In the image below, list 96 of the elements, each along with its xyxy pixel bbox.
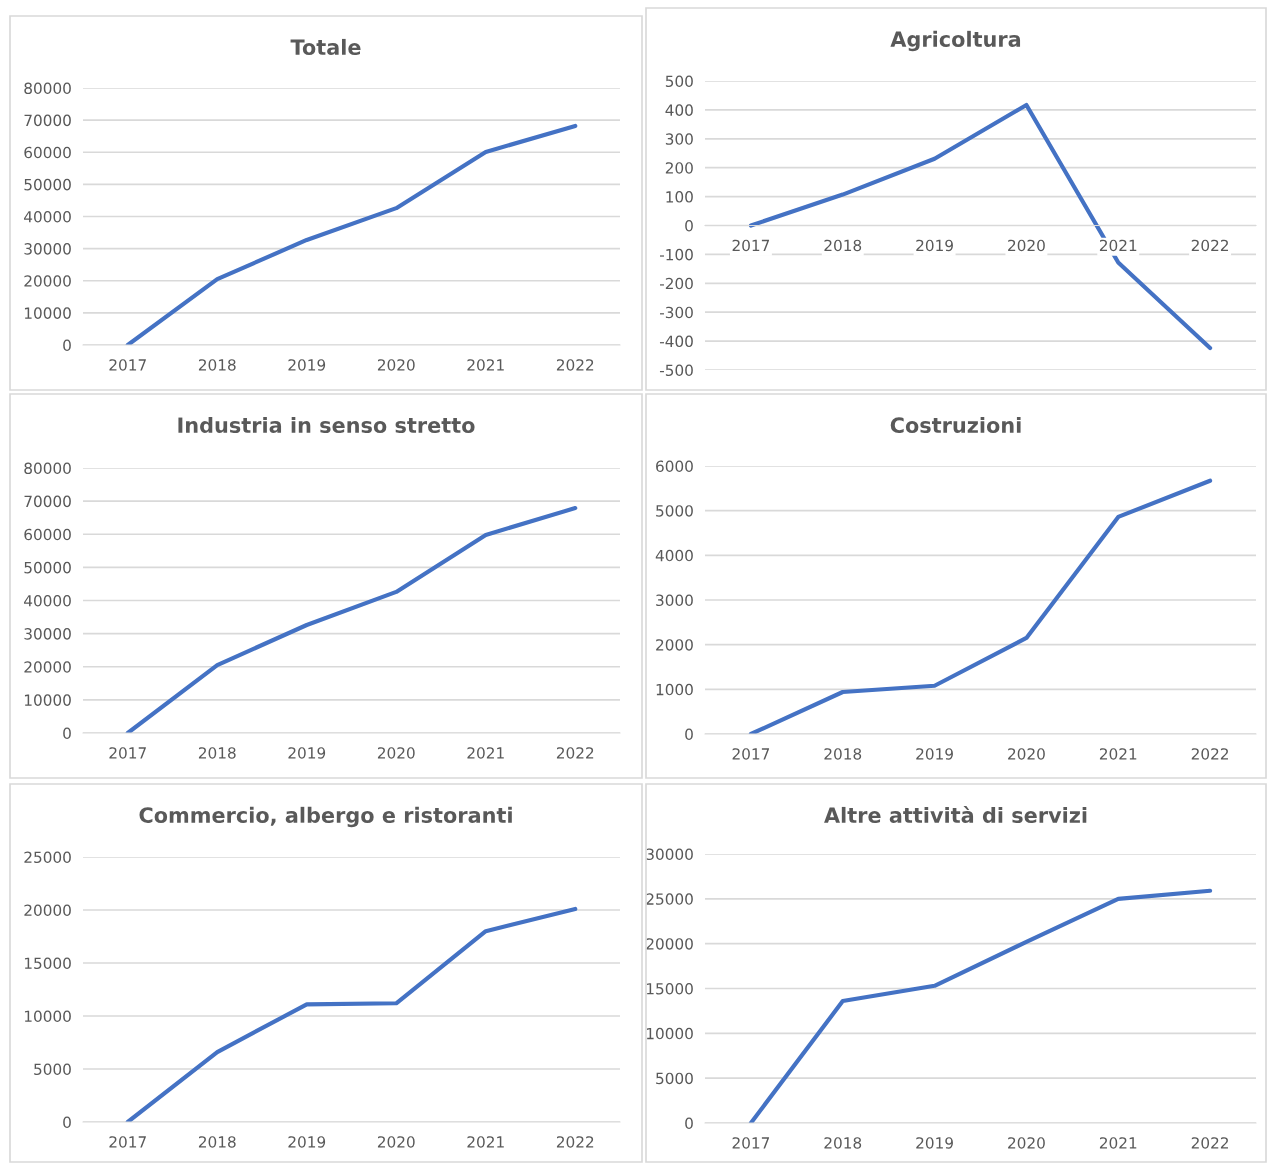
chart-title: Commercio, albergo e ristoranti (139, 806, 512, 828)
y-tick-label: 400 (665, 104, 693, 116)
y-tick-label: -100 (659, 248, 693, 261)
y-tick-label: 10000 (24, 694, 71, 706)
y-tick-label: -200 (659, 277, 693, 290)
x-tick-label: 2021 (467, 747, 504, 759)
y-tick-label: 300 (665, 133, 693, 145)
x-tick-label: 2020 (377, 359, 415, 371)
x-tick-label: 2021 (467, 359, 504, 371)
x-tick-label: 2019 (288, 359, 326, 371)
y-tick-label: 10000 (24, 307, 71, 319)
line-series (125, 123, 578, 345)
y-tick-label: 50000 (24, 561, 71, 574)
chart-title: Altre attività di servizi (824, 806, 1087, 824)
chart-title: Totale (290, 38, 361, 56)
line-series (125, 505, 578, 733)
y-tick-label: 30000 (24, 628, 71, 640)
x-tick-label: 2022 (556, 1136, 594, 1148)
x-tick-label: 2017 (109, 359, 146, 371)
y-tick-label: 20000 (24, 275, 71, 287)
x-tick-label: 2019 (288, 747, 326, 759)
y-tick-label: 4000 (655, 549, 693, 562)
y-tick-label: 3000 (656, 594, 693, 607)
y-tick-label: 100 (666, 191, 693, 203)
y-tick-label: 50000 (24, 178, 71, 191)
y-tick-label: 10000 (24, 1010, 71, 1023)
x-tick-label: 2017 (109, 1136, 146, 1148)
x-tick-label: 2022 (556, 359, 594, 371)
x-tick-label: 2021 (1099, 1137, 1137, 1149)
y-tick-label: 1000 (656, 683, 693, 696)
y-tick-label: 40000 (24, 210, 71, 223)
x-tick-label: 2019 (916, 1137, 953, 1149)
y-tick-label: 80000 (24, 82, 71, 95)
x-tick-label: 2020 (1008, 1137, 1045, 1149)
y-tick-label: 60000 (24, 146, 71, 159)
x-tick-label: 2022 (556, 747, 594, 759)
x-tick-label: 2018 (824, 239, 862, 252)
y-tick-label: 20000 (24, 661, 71, 673)
y-tick-label: 5000 (656, 505, 693, 517)
chart-title: Costruzioni (890, 416, 1021, 434)
y-tick-label: 0 (685, 728, 693, 741)
y-tick-label: 5000 (656, 1072, 693, 1085)
chart-title: Industria in senso stretto (178, 416, 475, 434)
x-tick-label: 2022 (1191, 1137, 1228, 1149)
y-tick-label: 2000 (656, 639, 693, 651)
x-tick-label: 2018 (824, 1137, 862, 1149)
y-tick-label: -500 (659, 364, 693, 377)
y-tick-label: 200 (665, 162, 693, 174)
y-tick-label: 5000 (34, 1063, 71, 1076)
line-series (748, 888, 1213, 1123)
y-tick-label: 30000 (646, 848, 693, 861)
y-tick-label: 0 (63, 1116, 71, 1129)
x-tick-label: 2020 (1008, 748, 1045, 760)
x-tick-label: 2018 (198, 747, 236, 759)
x-tick-label: 2017 (732, 1137, 770, 1149)
y-tick-label: 70000 (24, 114, 71, 127)
y-tick-label: 6000 (656, 460, 693, 473)
x-tick-label: 2017 (732, 239, 770, 252)
y-tick-label: 25000 (24, 851, 71, 864)
x-tick-label: 2021 (1099, 239, 1137, 252)
x-tick-label: 2020 (1008, 239, 1045, 252)
y-tick-label: 15000 (24, 957, 71, 970)
y-tick-label: 0 (63, 339, 71, 352)
y-tick-label: -300 (659, 306, 693, 319)
line-series (125, 906, 578, 1122)
x-tick-label: 2019 (288, 1136, 326, 1148)
y-tick-label: 30000 (24, 243, 71, 255)
x-tick-label: 2021 (1099, 748, 1137, 760)
x-tick-label: 2017 (109, 747, 146, 759)
y-tick-label: 15000 (646, 982, 693, 995)
x-tick-label: 2018 (198, 1136, 236, 1148)
y-tick-label: 60000 (24, 528, 71, 541)
y-tick-label: 10000 (646, 1027, 693, 1040)
chart-title: Agricoltura (890, 30, 1021, 52)
y-tick-label: 70000 (24, 495, 71, 508)
x-tick-label: 2019 (916, 748, 953, 760)
y-tick-label: 0 (685, 1117, 693, 1130)
x-tick-label: 2018 (198, 359, 236, 371)
y-tick-label: 40000 (24, 594, 71, 607)
y-tick-label: -400 (659, 335, 693, 348)
x-tick-label: 2019 (916, 239, 953, 252)
x-tick-label: 2017 (732, 748, 770, 760)
y-tick-label: 20000 (24, 904, 71, 917)
x-tick-label: 2018 (824, 748, 862, 760)
x-tick-label: 2020 (377, 747, 415, 759)
y-tick-label: 0 (63, 727, 71, 740)
y-tick-label: 20000 (646, 938, 693, 950)
x-tick-label: 2020 (377, 1136, 415, 1148)
line-series (748, 478, 1213, 734)
y-tick-label: 500 (665, 75, 693, 88)
y-tick-label: 80000 (24, 462, 71, 475)
x-tick-label: 2022 (1191, 748, 1228, 760)
y-tick-label: 0 (685, 219, 693, 232)
y-tick-label: 25000 (646, 893, 693, 905)
x-tick-label: 2021 (467, 1136, 504, 1148)
x-tick-label: 2022 (1191, 239, 1228, 252)
